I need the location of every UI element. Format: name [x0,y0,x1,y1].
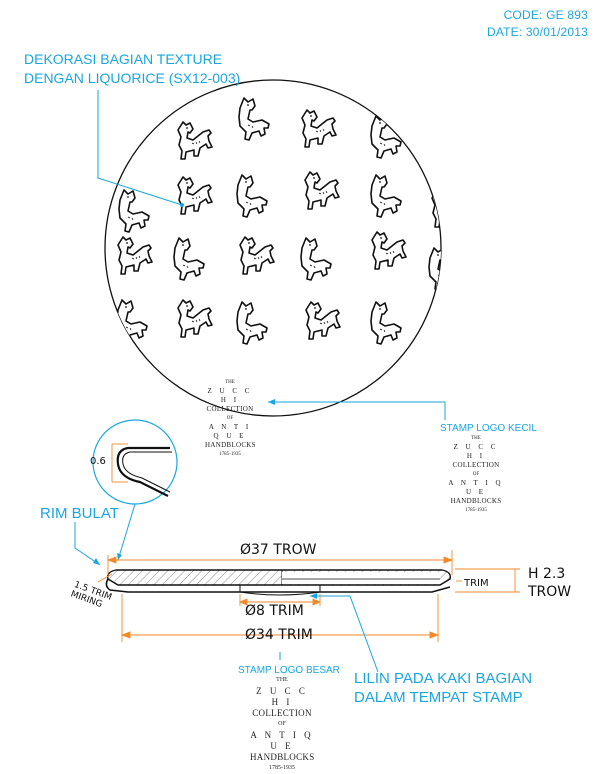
rim-label: RIM BULAT [40,505,119,522]
stamp-logo-on-plate: THE Z U C C H I COLLECTION OF A N T I Q … [205,380,256,457]
date-label: DATE: 30/01/2013 [486,25,588,39]
dim-37-label: Ø37 TROW [240,542,317,558]
dim-34-label: Ø34 TRIM [245,627,313,643]
dim-8 [238,594,322,606]
wax-label-line2: DALAM TEMPAT STAMP [354,689,523,706]
plate-section [105,569,452,596]
decoration-label-line2: DENGAN LIQUORICE (SX12-003) [24,70,241,86]
stamp-small-leader [268,401,446,420]
dim-height [455,568,520,593]
dim-37 [106,550,454,575]
dim-8-label: Ø8 TRIM [245,603,304,619]
technical-drawing [74,79,520,673]
wax-label-line1: LILIN PADA KAKI BAGIAN [354,670,533,687]
stamp-logo-small: THE Z U C C H I COLLECTION OF A N T I Q … [448,436,504,513]
stamp-small-label: STAMP LOGO KECIL [440,423,537,434]
dim-34 [120,594,440,642]
code-label: CODE: GE 893 [503,8,588,22]
stamp-large-label: STAMP LOGO BESAR [238,665,340,676]
trim-side-label: TRIM [464,578,489,589]
decoration-leader [97,90,183,206]
rim-thickness-value: 0.6 [90,456,106,467]
height-label-line2: TROW [528,584,572,600]
decoration-label-line1: DEKORASI BAGIAN TEXTURE [24,51,223,67]
height-label-line1: H 2.3 [528,566,566,582]
dim-rim-trim [97,573,113,583]
drawing-sheet: CODE: GE 893 DATE: 30/01/2013 [24,8,588,771]
stamp-logo-large: THE Z U C C H I COLLECTION OF A N T I Q … [250,677,315,771]
